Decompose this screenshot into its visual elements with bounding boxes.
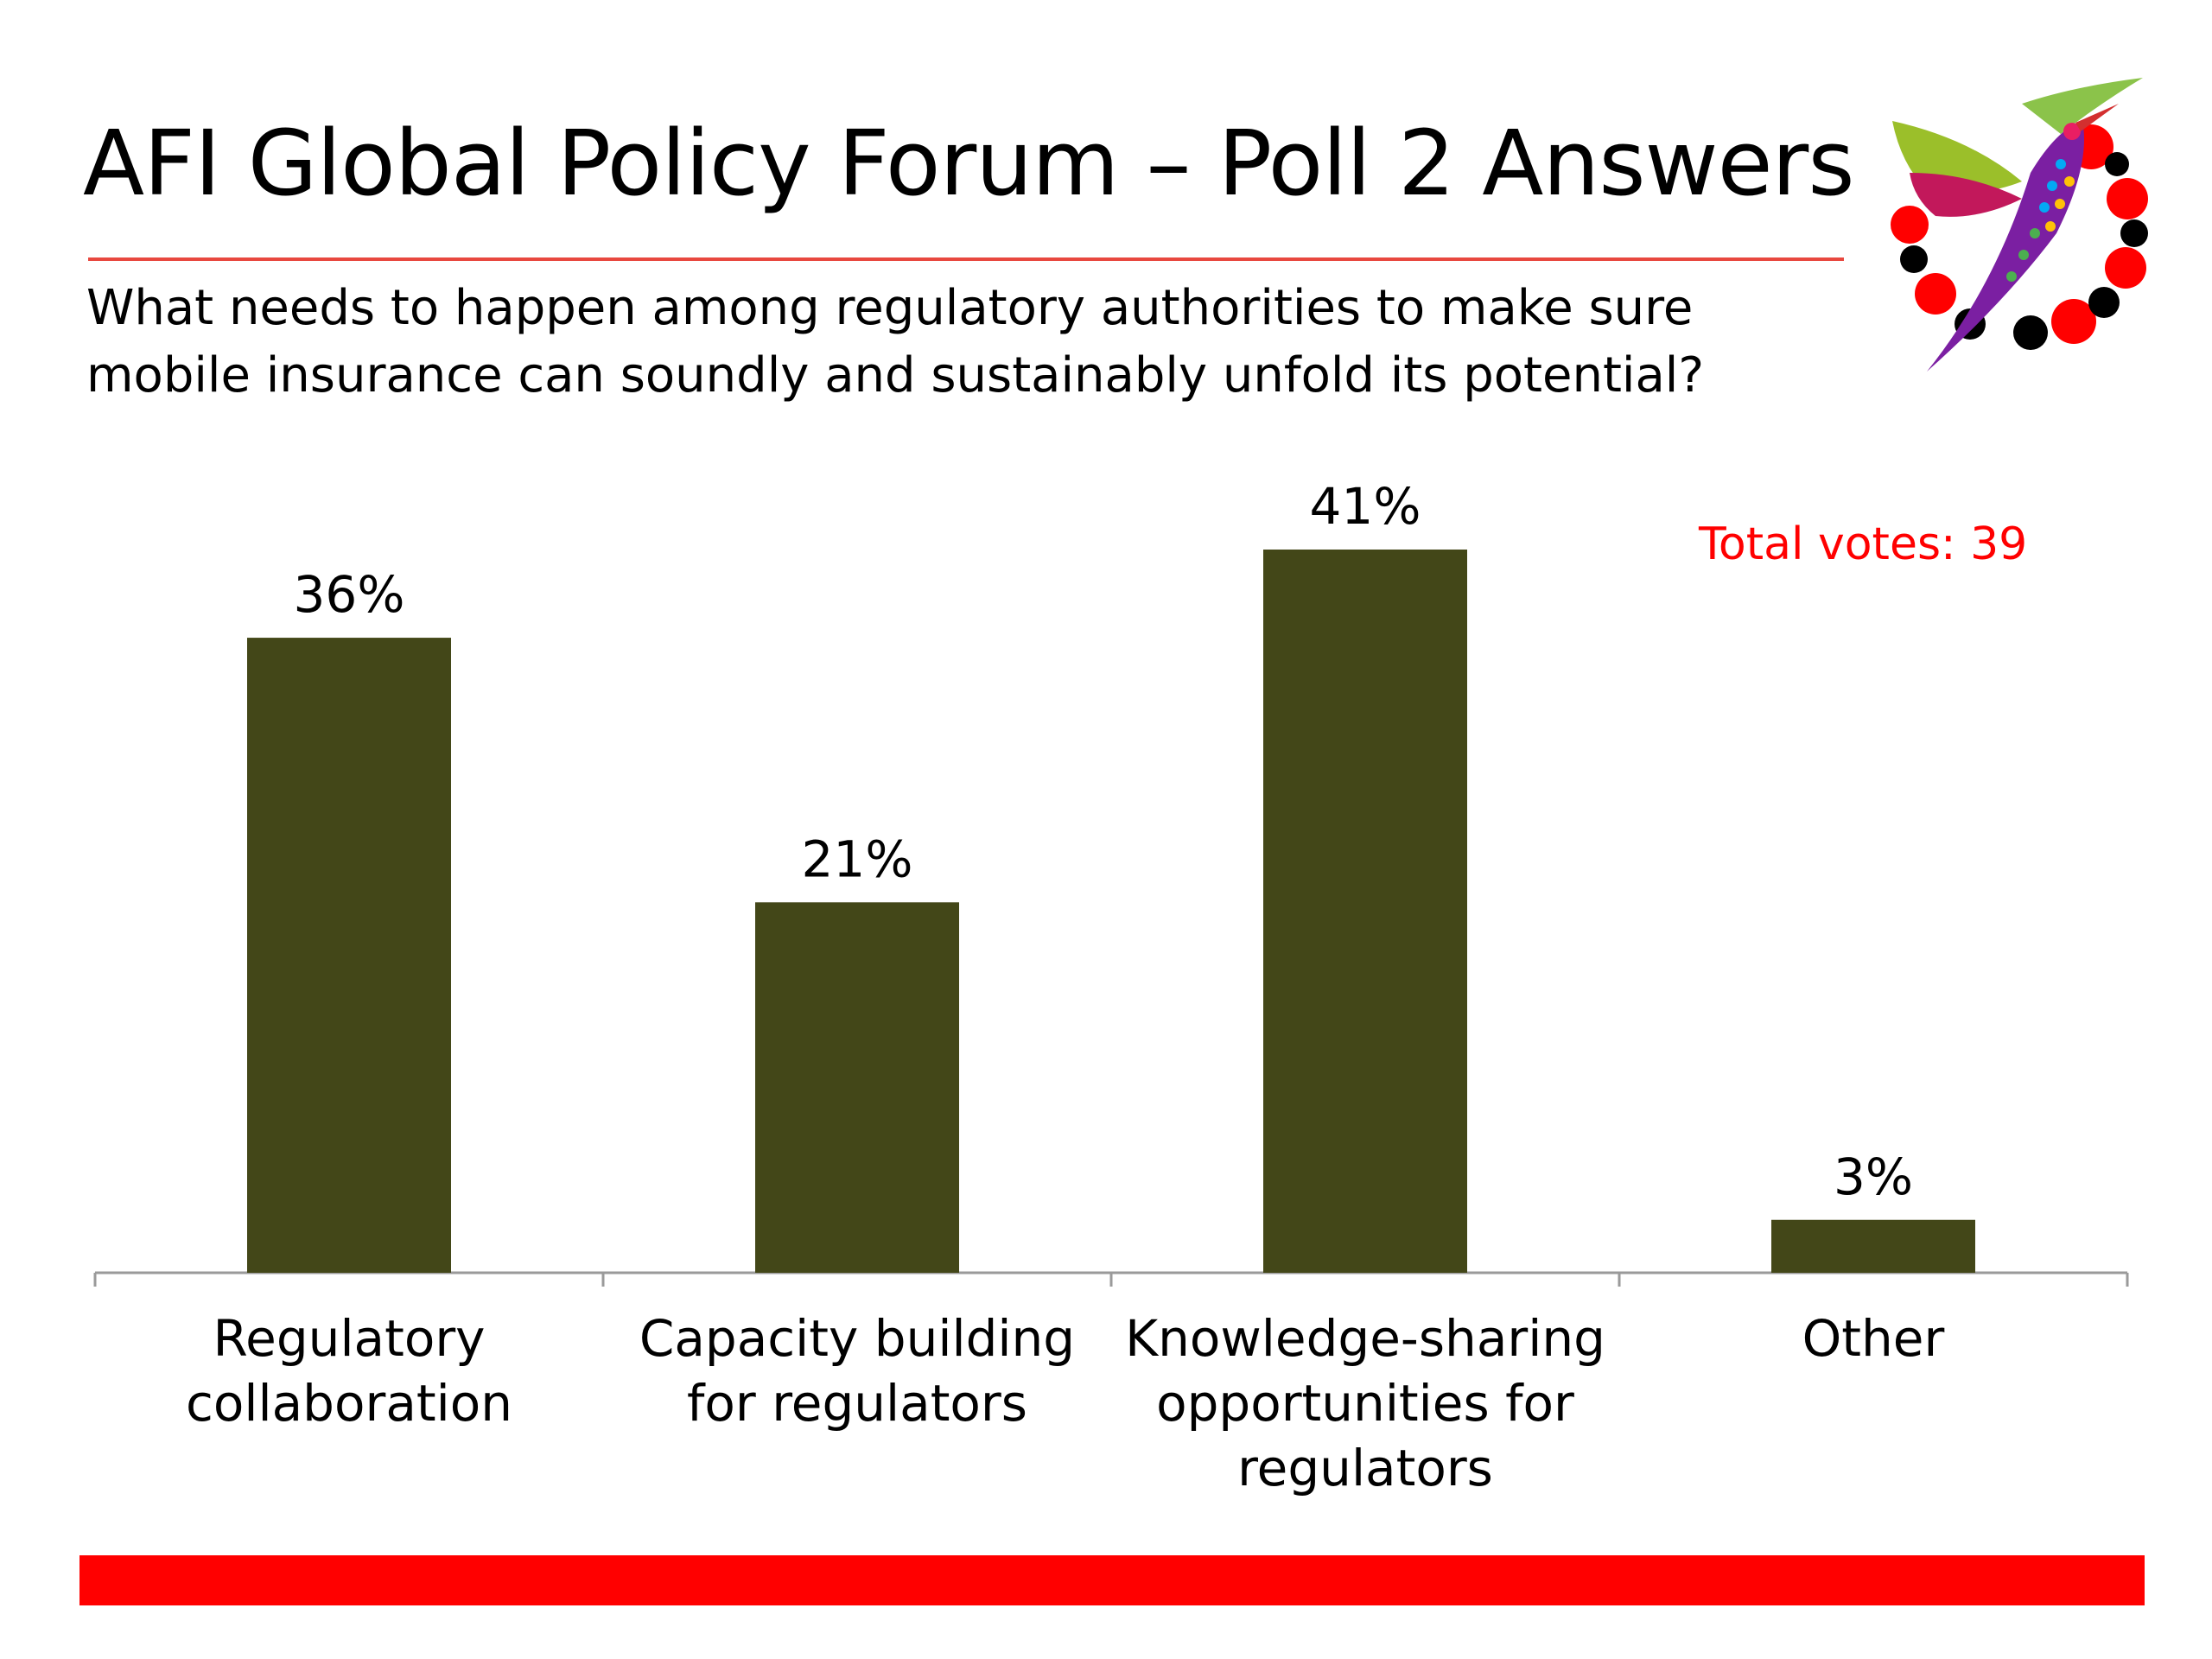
category-label-line: regulators [1237,1439,1493,1497]
bar-value-label: 41% [1310,477,1421,536]
category-label: Regulatory collaboration [107,1306,591,1436]
bar [1263,550,1467,1273]
bar [755,902,959,1273]
poll-question-line-1: What needs to happen among regulatory au… [86,280,1694,336]
category-label-line: opportunities for [1156,1374,1574,1433]
footer-bar [79,1555,2145,1605]
category-label: Capacity building for regulators [615,1306,1099,1436]
total-votes: Total votes: 39 [1699,518,2028,570]
bar-value-label: 21% [802,830,913,888]
title-divider [88,257,1844,261]
category-label-line: Regulatory [213,1309,486,1368]
bar-value-label: 36% [294,565,405,624]
category-label-line: Knowledge-sharing [1125,1309,1605,1368]
bar [1771,1219,1975,1273]
poll-question: What needs to happen among regulatory au… [86,275,1815,410]
category-label-line: for regulators [687,1374,1027,1433]
bar [247,638,451,1273]
category-label-line: Other [1802,1309,1945,1368]
category-label-line: Capacity building [639,1309,1076,1368]
hummingbird-logo-icon [1891,78,2148,372]
category-label: Knowledge-sharing opportunities for regula… [1123,1306,1607,1501]
bar-value-label: 3% [1834,1147,1913,1206]
category-label: Other [1631,1306,2115,1371]
slide-title: AFI Global Policy Forum – Poll 2 Answers [83,111,1854,216]
poll-question-line-2: mobile insurance can soundly and sustain… [86,347,1705,404]
category-label-line: collaboration [186,1374,512,1433]
